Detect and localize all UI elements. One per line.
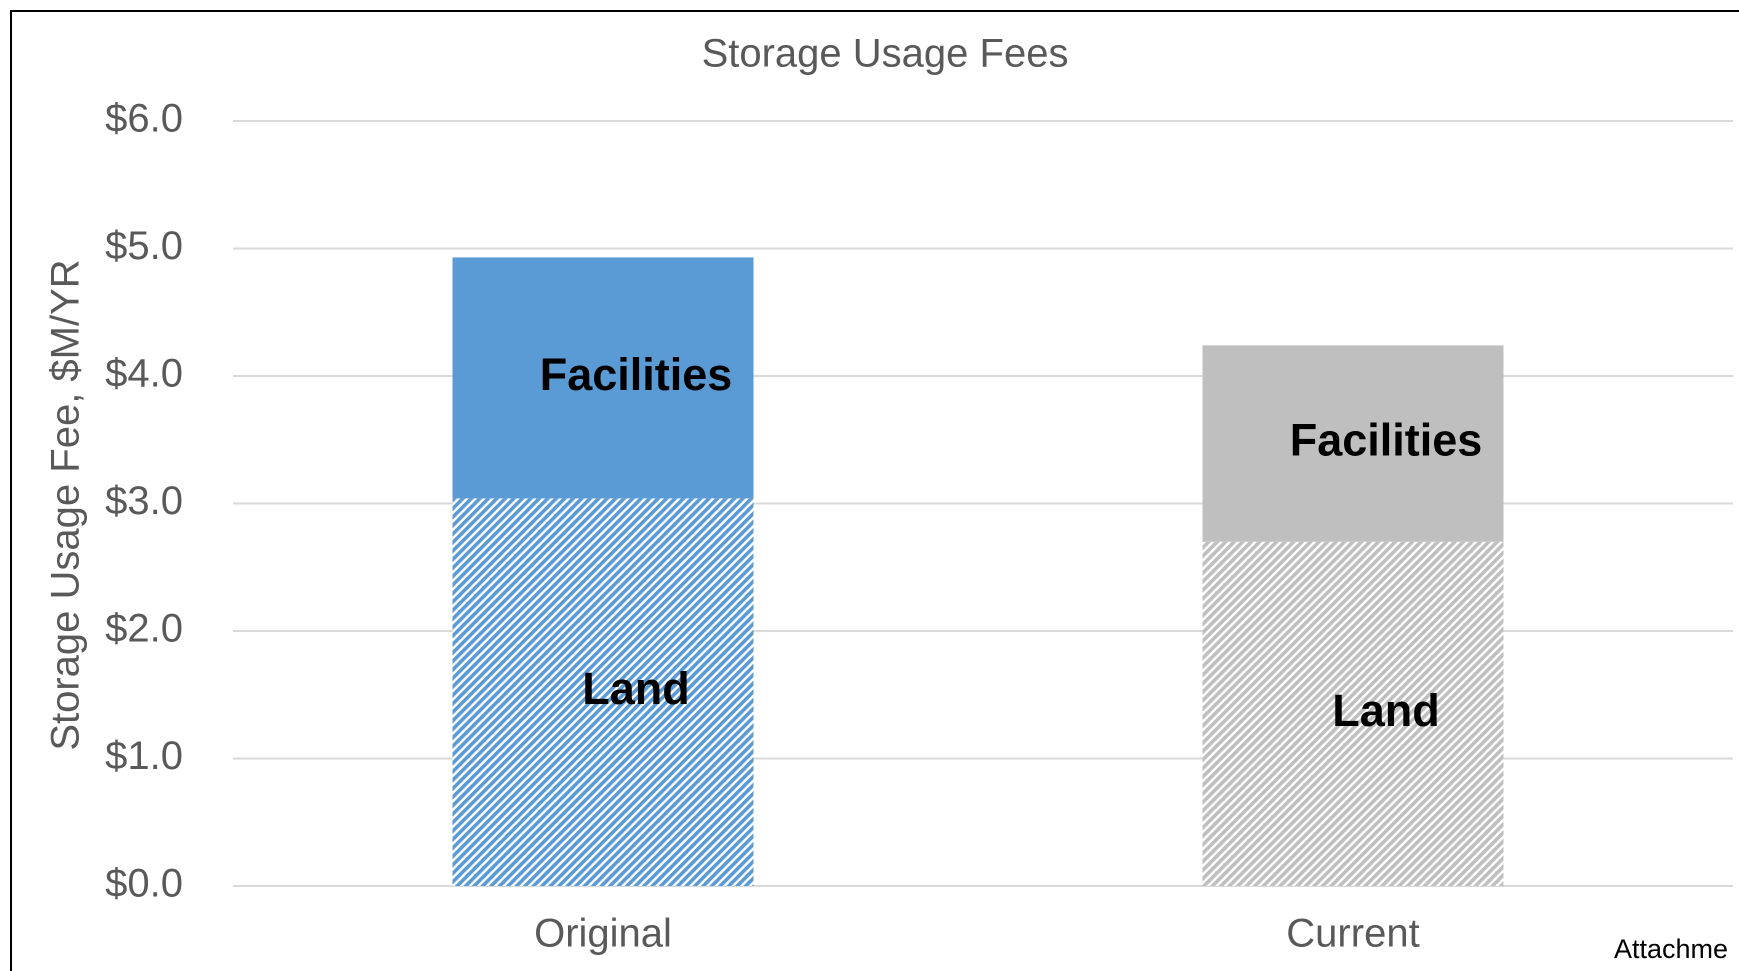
bar-label: Land	[582, 663, 690, 714]
bar-segment	[452, 498, 754, 886]
y-tick-label: $1.0	[105, 734, 183, 778]
y-tick-label: $5.0	[105, 224, 183, 268]
bar-segment	[1202, 541, 1504, 886]
x-tick-label: Original	[534, 912, 672, 956]
y-tick-label: $2.0	[105, 607, 183, 651]
bar-segment	[452, 257, 754, 499]
bar-label: Land	[1332, 685, 1440, 736]
y-tick-label: $6.0	[105, 97, 183, 141]
bar-segment	[1202, 345, 1504, 542]
chart-title: Storage Usage Fees	[702, 32, 1069, 76]
footer-note: Attachme	[1614, 934, 1728, 964]
y-tick-label: $4.0	[105, 352, 183, 396]
frame	[10, 10, 1739, 971]
bar-label: Facilities	[540, 349, 733, 400]
y-tick-label: $0.0	[105, 862, 183, 906]
x-tick-label: Current	[1286, 912, 1419, 956]
y-axis-label: Storage Usage Fee, $M/YR	[44, 259, 88, 750]
y-tick-label: $3.0	[105, 479, 183, 523]
bar-label: Facilities	[1290, 414, 1483, 465]
